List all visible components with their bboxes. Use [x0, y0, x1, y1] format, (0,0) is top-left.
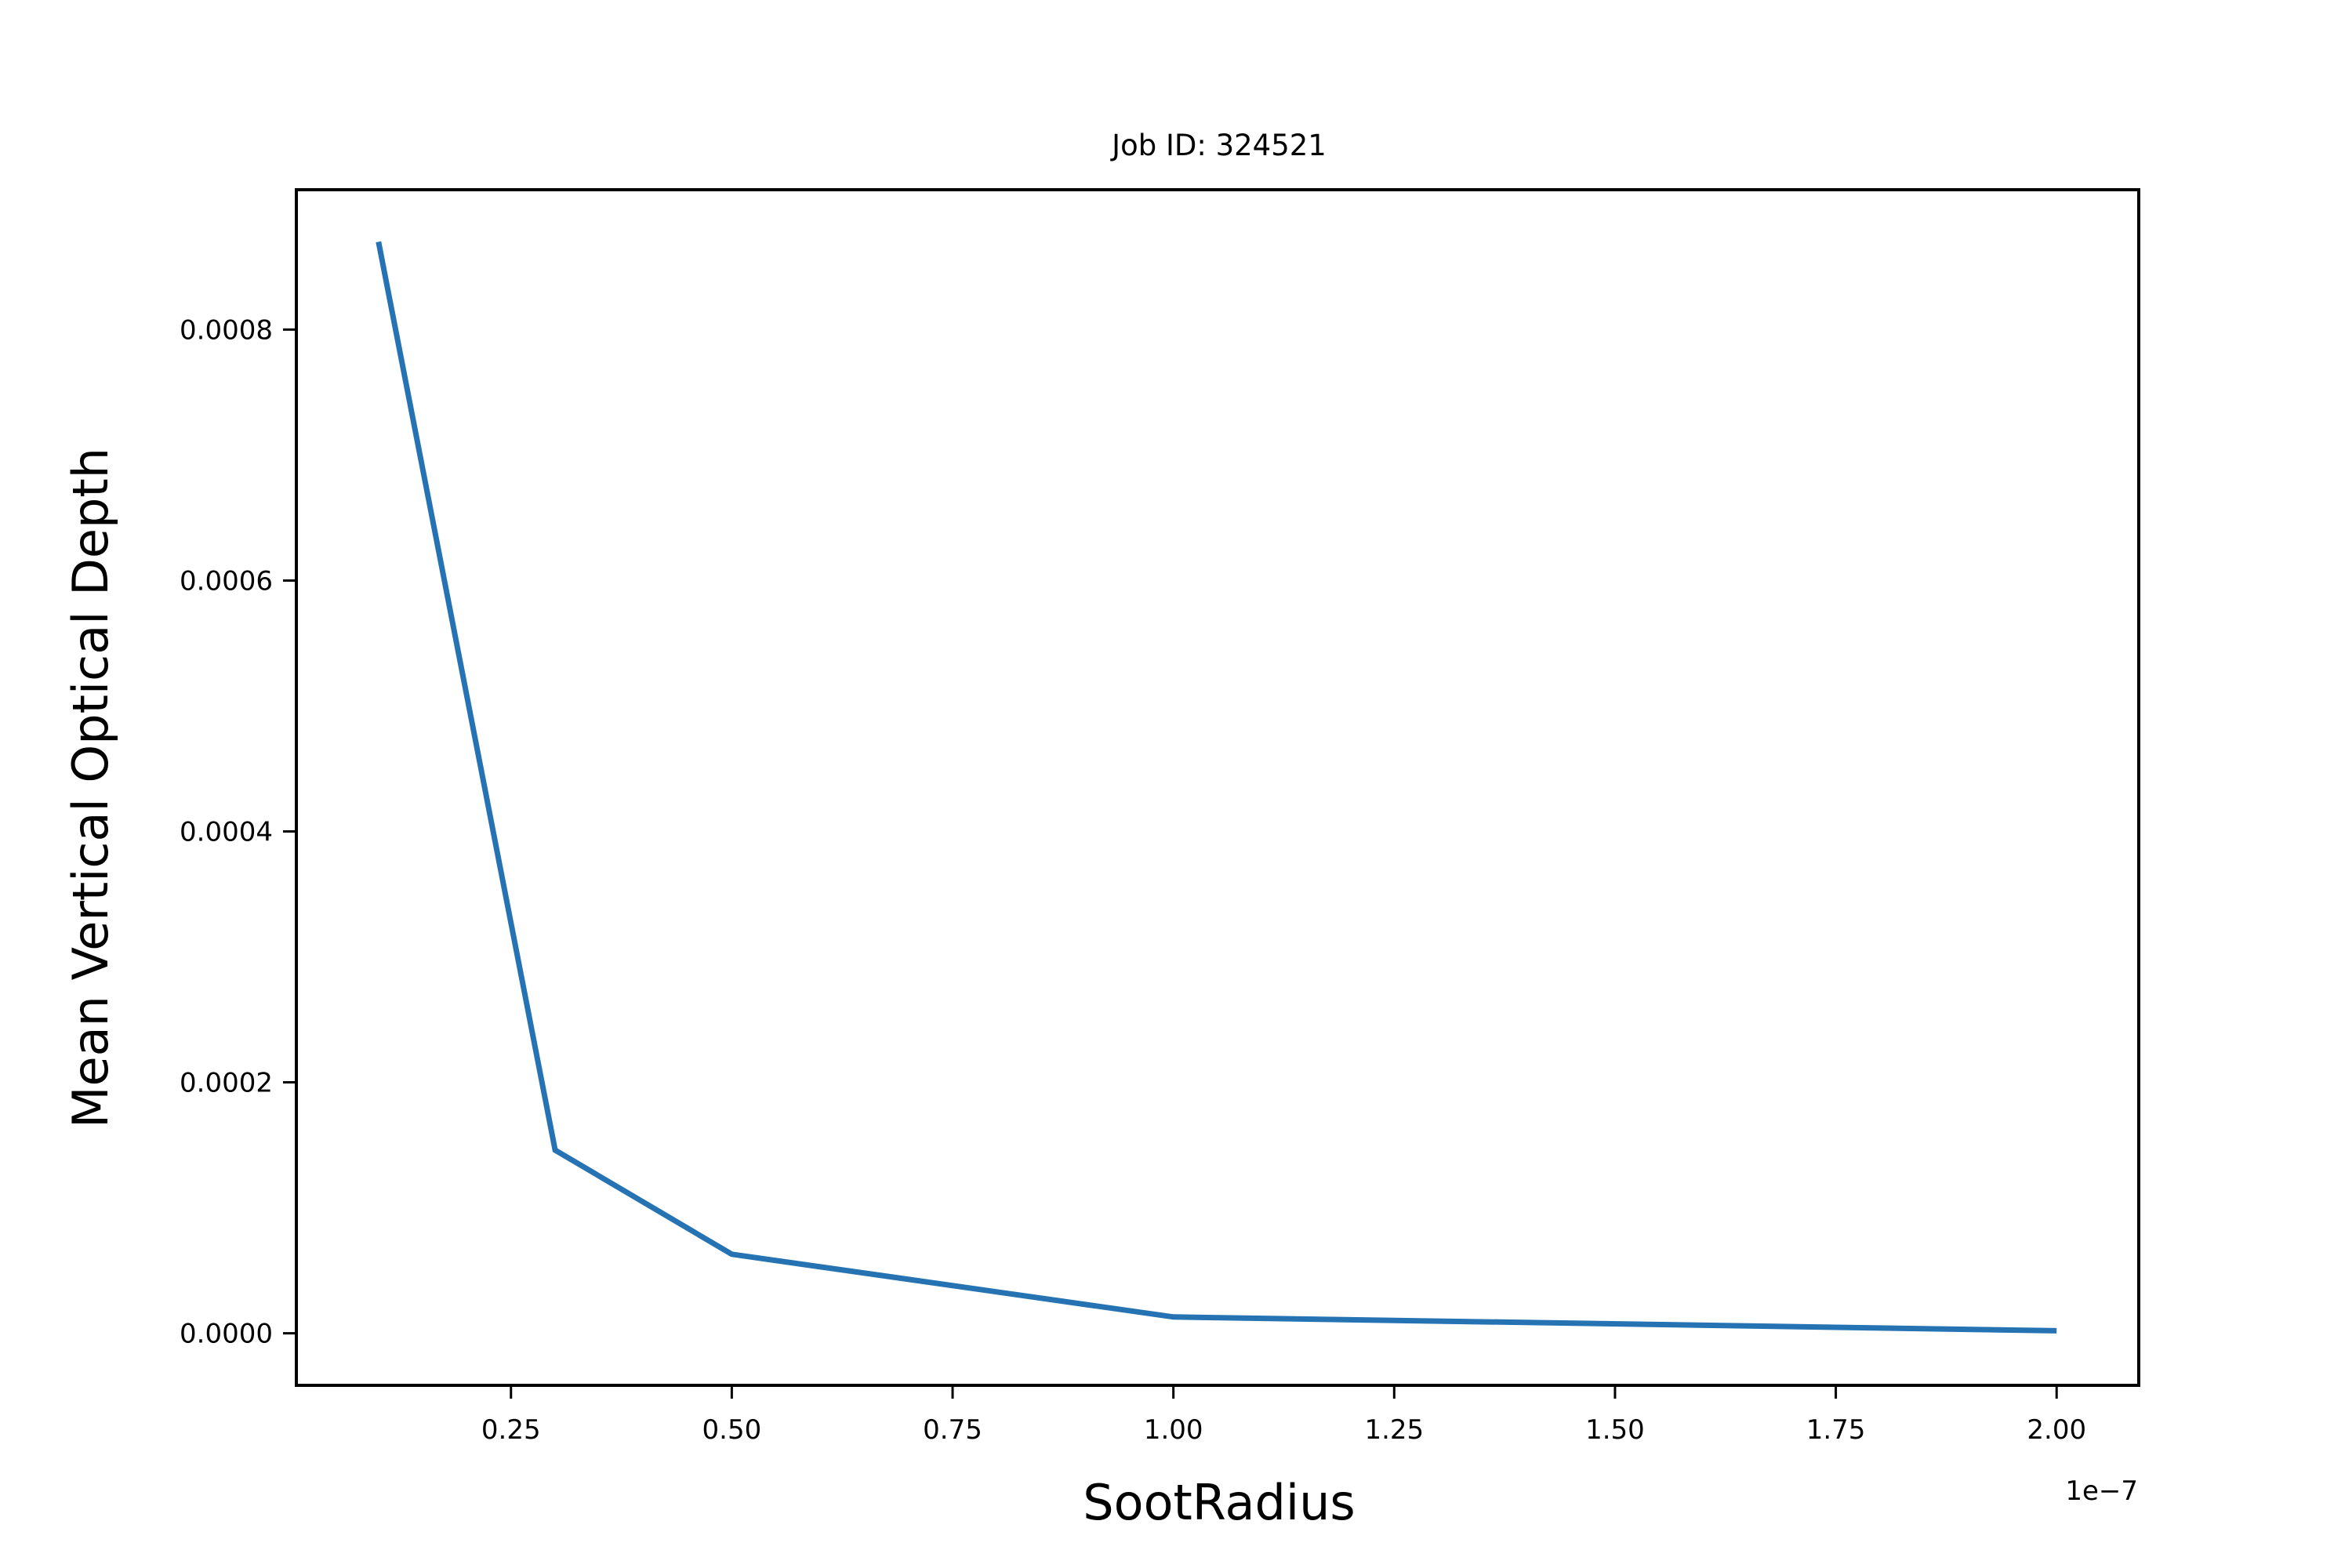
y-tick-label: 0.0006 — [180, 565, 273, 597]
y-axis-label: Mean Vertical Optical Depth — [62, 448, 119, 1128]
x-axis-label: SootRadius — [1083, 1474, 1355, 1531]
y-tick-label: 0.0004 — [180, 817, 273, 848]
x-axis-offset-text: 1e−7 — [2065, 1475, 2138, 1507]
x-tick-label: 1.25 — [1364, 1414, 1424, 1446]
x-tick-label: 0.25 — [481, 1414, 541, 1446]
x-tick-label: 1.00 — [1144, 1414, 1203, 1446]
y-tick-label: 0.0008 — [180, 314, 273, 346]
chart-title: Job ID: 324521 — [1110, 129, 1327, 162]
plot-area — [295, 188, 2140, 1387]
x-tick-label: 0.75 — [923, 1414, 982, 1446]
x-axis-ticks: 0.25 0.50 0.75 1.00 1.25 1.50 1.75 2.00 — [481, 1385, 2086, 1446]
axes-frame — [295, 188, 2140, 1387]
y-tick-label: 0.0002 — [180, 1068, 273, 1099]
x-tick-label: 1.75 — [1806, 1414, 1866, 1446]
series-line — [376, 241, 2057, 1334]
y-axis-ticks: 0.0000 0.0002 0.0004 0.0006 0.0008 — [180, 314, 296, 1350]
x-tick-label: 2.00 — [2027, 1414, 2086, 1446]
x-tick-label: 0.50 — [702, 1414, 762, 1446]
x-tick-label: 1.50 — [1585, 1414, 1645, 1446]
y-tick-label: 0.0000 — [180, 1319, 273, 1350]
